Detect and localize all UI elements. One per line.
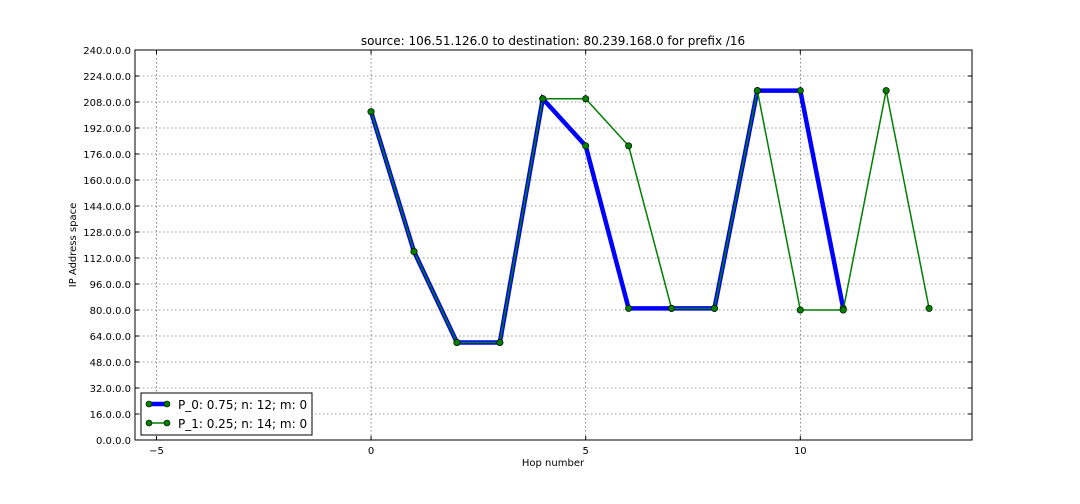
y-tick-label: 176.0.0.0: [83, 150, 131, 161]
series-line-p1: [370, 90, 930, 344]
axis-ticks: −5 0 5 10 0.0.0.0 16.0.0.0 32.0.0.0 48.0.0.0 64.…: [83, 46, 972, 457]
y-tick-label: 48.0.0.0: [90, 358, 131, 369]
y-tick-label: 112.0.0.0: [83, 254, 131, 265]
data-point-p1: [367, 108, 375, 116]
legend-marker-p0: [163, 400, 171, 408]
plot-series: [367, 87, 933, 346]
y-tick-label: 240.0.0.0: [83, 46, 131, 57]
y-tick-label: 160.0.0.0: [83, 176, 131, 187]
x-tick-label: 5: [583, 446, 589, 457]
data-point-p0: [582, 142, 590, 150]
y-tick-label: 16.0.0.0: [90, 410, 131, 421]
legend: P_0: 0.75; n: 12; m: 0 P_1: 0.25; n: 14;…: [140, 392, 313, 436]
data-point-p1: [925, 304, 933, 312]
y-tick-label: 208.0.0.0: [83, 98, 131, 109]
y-axis-label: IP Address space: [68, 203, 79, 288]
y-tick-label: 64.0.0.0: [90, 332, 131, 343]
legend-label-p0: P_0: 0.75; n: 12; m: 0: [178, 398, 307, 412]
legend-marker-p0: [145, 400, 153, 408]
y-tick-label: 80.0.0.0: [90, 306, 131, 317]
data-point-p1: [710, 304, 718, 312]
legend-marker-p1: [145, 419, 153, 427]
y-tick-label: 128.0.0.0: [83, 228, 131, 239]
data-point-p1: [796, 306, 804, 314]
data-point-p1: [582, 95, 590, 103]
data-point-p1: [410, 248, 418, 256]
y-tick-label: 32.0.0.0: [90, 384, 131, 395]
data-point-p1: [625, 142, 633, 150]
y-tick-label: 224.0.0.0: [83, 72, 131, 83]
data-point-p1: [453, 338, 461, 346]
data-point-p1: [668, 304, 676, 312]
legend-box: [140, 392, 313, 436]
x-tick-label: 0: [368, 446, 374, 457]
y-tick-label: 144.0.0.0: [83, 202, 131, 213]
y-tick-label: 96.0.0.0: [90, 280, 131, 291]
data-point-p1: [882, 87, 890, 95]
x-tick-label: 10: [794, 446, 807, 457]
legend-label-p1: P_1: 0.25; n: 14; m: 0: [178, 417, 307, 431]
x-axis-label: Hop number: [522, 458, 585, 469]
data-point-p0: [625, 304, 633, 312]
data-point-p1: [753, 87, 761, 95]
data-point-p1: [539, 95, 547, 103]
y-tick-label: 192.0.0.0: [83, 124, 131, 135]
data-point-p0: [796, 87, 804, 95]
legend-marker-p1: [163, 419, 171, 427]
data-point-p1: [839, 306, 847, 314]
data-point-p1: [496, 338, 504, 346]
plot-area-frame: [134, 49, 973, 441]
chart-title: source: 106.51.126.0 to destination: 80.…: [361, 34, 745, 48]
y-tick-label: 0.0.0.0: [96, 436, 131, 447]
x-tick-label: −5: [149, 446, 164, 457]
